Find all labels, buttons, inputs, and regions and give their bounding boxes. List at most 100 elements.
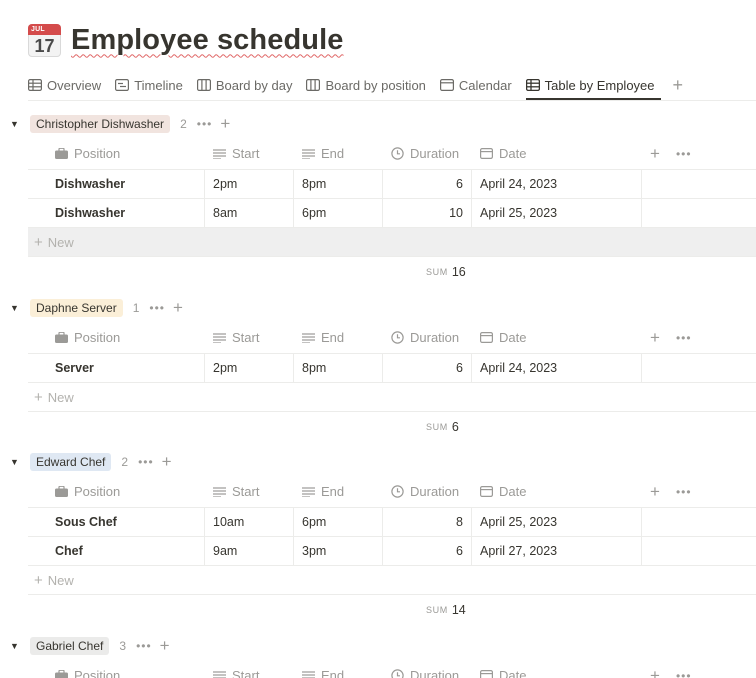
group-tag[interactable]: Daphne Server xyxy=(30,299,123,317)
new-row-button[interactable]: + New xyxy=(28,566,756,595)
add-icon[interactable]: + xyxy=(161,452,172,471)
column-date[interactable]: Date xyxy=(472,660,642,678)
sum-row[interactable]: SUM 6 xyxy=(28,412,756,442)
calendar-page-icon[interactable]: JUL 17 xyxy=(28,23,61,57)
group-tag[interactable]: Edward Chef xyxy=(30,453,112,471)
cell-start[interactable]: 2pm xyxy=(205,170,294,198)
cell-position[interactable]: Sous Chef xyxy=(28,508,205,536)
cell-position[interactable]: Dishwasher xyxy=(28,170,205,198)
table-row[interactable]: Dishwasher 8am 6pm 10 April 25, 2023 xyxy=(28,199,756,228)
tab-board-by-position[interactable]: Board by position xyxy=(306,70,426,100)
column-position[interactable]: Position xyxy=(28,322,205,353)
more-icon[interactable]: ••• xyxy=(675,146,692,161)
tab-overview[interactable]: Overview xyxy=(28,70,101,100)
add-icon[interactable]: + xyxy=(173,298,183,317)
cell-empty[interactable] xyxy=(642,199,756,227)
cell-end[interactable]: 6pm xyxy=(294,199,383,227)
column-duration[interactable]: Duration xyxy=(383,660,472,678)
column-end[interactable]: End xyxy=(294,476,383,507)
column-end[interactable]: End xyxy=(294,322,383,353)
more-icon[interactable]: ••• xyxy=(675,484,692,499)
column-end[interactable]: End xyxy=(294,660,383,678)
column-date[interactable]: Date xyxy=(472,476,642,507)
sum-row[interactable]: SUM 14 xyxy=(28,595,756,625)
cell-start[interactable]: 9am xyxy=(205,537,294,565)
timeline-icon xyxy=(115,79,130,91)
tab-timeline[interactable]: Timeline xyxy=(115,70,183,100)
sum-row[interactable]: SUM 16 xyxy=(28,257,756,287)
column-position[interactable]: Position xyxy=(28,138,205,169)
column-actions: + ••• xyxy=(642,138,756,169)
cell-position[interactable]: Dishwasher xyxy=(28,199,205,227)
cell-date[interactable]: April 25, 2023 xyxy=(472,508,642,536)
column-date[interactable]: Date xyxy=(472,138,642,169)
cell-end[interactable]: 8pm xyxy=(294,354,383,382)
add-icon[interactable]: + xyxy=(220,114,231,133)
column-end[interactable]: End xyxy=(294,138,383,169)
add-icon[interactable]: + xyxy=(159,636,170,655)
page-title[interactable]: Employee schedule xyxy=(71,24,343,57)
column-date[interactable]: Date xyxy=(472,322,642,353)
new-row-button[interactable]: + New xyxy=(28,228,756,257)
tab-board-by-day[interactable]: Board by day xyxy=(196,70,292,100)
collapse-caret-icon[interactable]: ▼ xyxy=(10,119,19,129)
table-row[interactable]: Dishwasher 2pm 8pm 6 April 24, 2023 xyxy=(28,170,756,199)
column-start[interactable]: Start xyxy=(205,476,294,507)
column-position[interactable]: Position xyxy=(28,476,205,507)
table-row[interactable]: Chef 9am 3pm 6 April 27, 2023 xyxy=(28,537,756,566)
cell-empty[interactable] xyxy=(642,508,756,536)
add-column-icon[interactable]: + xyxy=(650,327,660,347)
cell-start[interactable]: 2pm xyxy=(205,354,294,382)
column-duration[interactable]: Duration xyxy=(383,476,472,507)
more-icon[interactable]: ••• xyxy=(675,668,692,678)
column-start[interactable]: Start xyxy=(205,660,294,678)
text-icon xyxy=(302,486,315,497)
table-row[interactable]: Server 2pm 8pm 6 April 24, 2023 xyxy=(28,354,756,383)
column-duration[interactable]: Duration xyxy=(383,138,472,169)
add-column-icon[interactable]: + xyxy=(650,665,660,678)
column-duration[interactable]: Duration xyxy=(383,322,472,353)
cell-duration[interactable]: 10 xyxy=(383,199,472,227)
cell-duration[interactable]: 6 xyxy=(383,354,472,382)
column-position[interactable]: Position xyxy=(28,660,205,678)
cell-date[interactable]: April 24, 2023 xyxy=(472,170,642,198)
cell-start[interactable]: 10am xyxy=(205,508,294,536)
new-row-button[interactable]: + New xyxy=(28,383,756,412)
cell-start[interactable]: 8am xyxy=(205,199,294,227)
cell-end[interactable]: 6pm xyxy=(294,508,383,536)
cell-duration[interactable]: 6 xyxy=(383,170,472,198)
tab-calendar[interactable]: Calendar xyxy=(439,70,512,100)
cell-duration[interactable]: 8 xyxy=(383,508,472,536)
tab-table-by-employee[interactable]: Table by Employee xyxy=(525,70,661,100)
collapse-caret-icon[interactable]: ▼ xyxy=(10,641,19,651)
collapse-caret-icon[interactable]: ▼ xyxy=(10,457,19,467)
more-icon[interactable]: ••• xyxy=(138,455,154,469)
group-edward-chef: ▼ Edward Chef 2 ••• + Position Start End… xyxy=(0,448,756,625)
column-start[interactable]: Start xyxy=(205,322,294,353)
cell-empty[interactable] xyxy=(642,354,756,382)
more-icon[interactable]: ••• xyxy=(136,639,152,653)
add-column-icon[interactable]: + xyxy=(650,143,660,163)
add-column-icon[interactable]: + xyxy=(650,481,660,501)
more-icon[interactable]: ••• xyxy=(196,117,213,131)
cell-empty[interactable] xyxy=(642,537,756,565)
cell-position[interactable]: Server xyxy=(28,354,205,382)
cell-date[interactable]: April 27, 2023 xyxy=(472,537,642,565)
cell-end[interactable]: 8pm xyxy=(294,170,383,198)
cell-duration[interactable]: 6 xyxy=(383,537,472,565)
column-actions: + ••• xyxy=(642,660,756,678)
cell-date[interactable]: April 25, 2023 xyxy=(472,199,642,227)
table-row[interactable]: Sous Chef 10am 6pm 8 April 25, 2023 xyxy=(28,508,756,537)
cell-position[interactable]: Chef xyxy=(28,537,205,565)
cell-empty[interactable] xyxy=(642,170,756,198)
column-label: Date xyxy=(499,330,527,345)
collapse-caret-icon[interactable]: ▼ xyxy=(10,303,19,313)
cell-end[interactable]: 3pm xyxy=(294,537,383,565)
group-tag[interactable]: Gabriel Chef xyxy=(30,637,110,655)
column-start[interactable]: Start xyxy=(205,138,294,169)
cell-date[interactable]: April 24, 2023 xyxy=(472,354,642,382)
more-icon[interactable]: ••• xyxy=(149,301,166,315)
group-tag[interactable]: Christopher Dishwasher xyxy=(30,115,171,133)
add-view-icon[interactable]: + xyxy=(672,74,684,95)
more-icon[interactable]: ••• xyxy=(675,330,692,345)
